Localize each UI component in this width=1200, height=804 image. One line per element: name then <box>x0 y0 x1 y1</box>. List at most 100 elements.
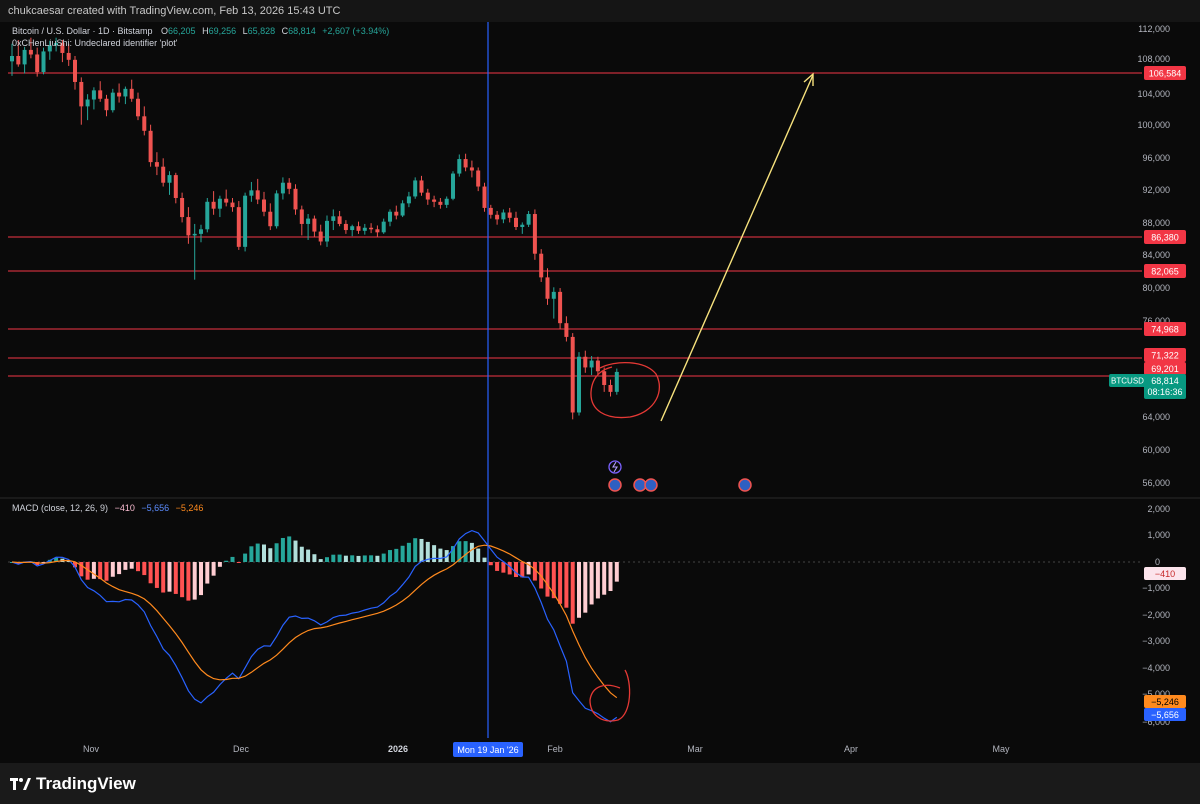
macd-hist-bar <box>186 562 191 601</box>
price-tick: 112,000 <box>1138 24 1170 34</box>
macd-tick: 0 <box>1155 557 1160 567</box>
candle-body <box>211 201 216 209</box>
price-axis[interactable]: 112,000 108,000 104,000 100,000 96,000 9… <box>1137 24 1170 488</box>
lightning-event-icon[interactable] <box>608 460 622 474</box>
macd-hist-bar <box>425 541 430 562</box>
macd-hist-bar <box>205 562 210 584</box>
us-flag-event-icon[interactable] <box>608 478 622 492</box>
macd-hist-bar <box>91 562 96 579</box>
candle-body <box>41 51 46 73</box>
macd-hist-bar <box>476 548 481 562</box>
candle-body <box>482 186 487 208</box>
candle-body <box>230 202 235 208</box>
macd-hist-bar <box>608 562 613 592</box>
candle-body <box>66 52 71 60</box>
circle-annotation-macd[interactable] <box>589 669 631 722</box>
macd-hist-bar <box>400 545 405 562</box>
macd-hist-bar <box>117 562 122 575</box>
candle-body <box>432 199 437 202</box>
annotations[interactable] <box>589 72 814 722</box>
macd-hist-bar <box>192 562 197 600</box>
us-flag-event-icon[interactable] <box>738 478 752 492</box>
us-flag-event-icon[interactable] <box>633 478 647 492</box>
price-tick: 108,000 <box>1137 54 1170 64</box>
candle-body <box>142 116 147 131</box>
time-axis[interactable]: Nov Dec 2026 Feb Mar Apr May Mon 19 Jan … <box>83 742 1010 757</box>
candle-body <box>104 98 109 111</box>
macd-hist-value: −410 <box>115 503 135 513</box>
macd-hist-bar <box>463 541 468 562</box>
macd-title: MACD (close, 12, 26, 9) <box>12 503 108 513</box>
brand-name: TradingView <box>36 774 136 793</box>
circle-annotation-price[interactable] <box>590 361 660 419</box>
macd-hist-bar <box>558 562 563 604</box>
macd-hist-bar <box>243 553 248 562</box>
macd-hist-bar <box>526 562 531 575</box>
level-badges: 106,584 86,380 82,065 74,968 71,322 69,2… <box>1144 66 1186 375</box>
macd-hist-bar <box>469 542 474 562</box>
macd-hist-bar <box>180 562 185 598</box>
macd-hist-bar <box>388 550 392 562</box>
candle-body <box>589 360 594 368</box>
candle-body <box>217 198 222 209</box>
macd-hist-bar <box>199 562 203 596</box>
level-lines[interactable] <box>8 72 1142 377</box>
ohlc-close-key: C <box>282 26 289 36</box>
macd-hist-bar <box>577 562 581 618</box>
macd-hist-bar <box>514 562 518 577</box>
us-flag-event-icon[interactable] <box>644 478 658 492</box>
price-tick: 88,000 <box>1142 218 1170 228</box>
candle-body <box>199 229 203 234</box>
candle-body <box>274 193 279 227</box>
price-tick: 76,000 <box>1142 316 1170 326</box>
macd-legend[interactable]: MACD (close, 12, 26, 9) −410 −5,656 −5,2… <box>12 503 203 513</box>
candle-body <box>337 216 342 224</box>
candle-body <box>262 199 266 212</box>
candle-body <box>167 175 172 183</box>
macd-hist-bar <box>129 562 134 569</box>
macd-hist-bar <box>520 562 525 578</box>
candle-body <box>91 90 96 100</box>
tradingview-logo-icon <box>10 778 31 790</box>
chart-area[interactable]: 112,000 108,000 104,000 100,000 96,000 9… <box>0 22 1200 763</box>
time-label: Apr <box>844 744 858 754</box>
macd-hist-bar <box>73 562 77 568</box>
tradingview-logo[interactable]: TradingView <box>10 774 136 794</box>
macd-hist-bar <box>66 560 71 562</box>
crosshair-date-label: Mon 19 Jan '26 <box>457 745 518 755</box>
candle-body <box>47 45 52 52</box>
macd-hist-bar <box>255 543 260 562</box>
candles <box>10 37 619 420</box>
attribution-text: chukcaesar created with TradingView.com,… <box>8 5 341 17</box>
macd-hist-bar <box>394 548 399 562</box>
macd-hist-bar <box>589 562 594 605</box>
macd-tick: −3,000 <box>1142 636 1170 646</box>
countdown: 08:16:36 <box>1147 387 1182 397</box>
candle-body <box>545 277 550 299</box>
candle-body <box>117 92 122 97</box>
macd-hist-bar <box>306 549 311 562</box>
candle-body <box>85 99 90 107</box>
candle-body <box>583 356 588 368</box>
candle-body <box>394 211 399 216</box>
candle-body <box>249 190 254 196</box>
macd-hist-bar <box>381 553 386 562</box>
arrow-head-icon <box>803 72 814 86</box>
level-label: 86,380 <box>1151 233 1179 243</box>
macd-hist-bar <box>230 556 235 562</box>
candle-body <box>243 195 248 247</box>
macd-hist-bar <box>318 559 323 562</box>
candle-body <box>388 211 392 222</box>
macd-hist-bar <box>482 557 487 562</box>
candle-body <box>35 54 40 73</box>
macd-hist-bar <box>236 562 241 563</box>
macd-axis[interactable]: 2,000 1,000 0 −1,000 −2,000 −3,000 −4,00… <box>1142 504 1170 727</box>
event-icons[interactable] <box>608 460 752 492</box>
symbol-legend[interactable]: Bitcoin / U.S. Dollar · 1D · Bitstamp O6… <box>12 26 389 48</box>
candle-body <box>532 214 537 254</box>
candle-body <box>564 323 569 337</box>
macd-hist-bar <box>287 536 292 562</box>
candle-body <box>306 218 311 224</box>
ohlc-open-value: 66,205 <box>168 26 196 36</box>
upward-arrow-drawing[interactable] <box>660 74 814 422</box>
